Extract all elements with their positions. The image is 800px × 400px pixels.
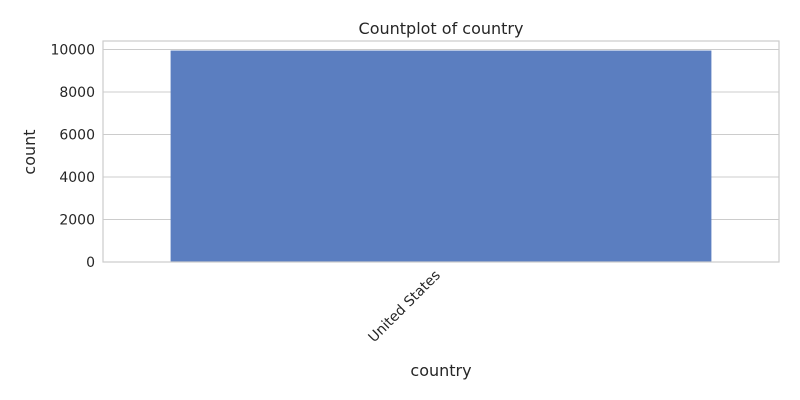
y-tick-label: 4000	[59, 170, 95, 186]
chart-title: Countplot of country	[359, 19, 524, 38]
y-tick-label: 2000	[59, 213, 95, 229]
bar	[170, 50, 712, 262]
y-tick-label: 10000	[50, 43, 95, 59]
y-tick-labels: 0 2000 4000 6000 8000 10000	[50, 43, 95, 272]
y-axis-label: count	[20, 129, 39, 174]
plot-frame	[102, 40, 780, 263]
x-tick-labels: United States	[365, 268, 443, 346]
y-tick-label: 0	[86, 255, 95, 271]
x-tick-label: United States	[365, 268, 443, 346]
x-axis-label: country	[410, 361, 471, 380]
bars	[170, 50, 712, 262]
y-tick-label: 8000	[59, 85, 95, 101]
y-tick-label: 6000	[59, 128, 95, 144]
